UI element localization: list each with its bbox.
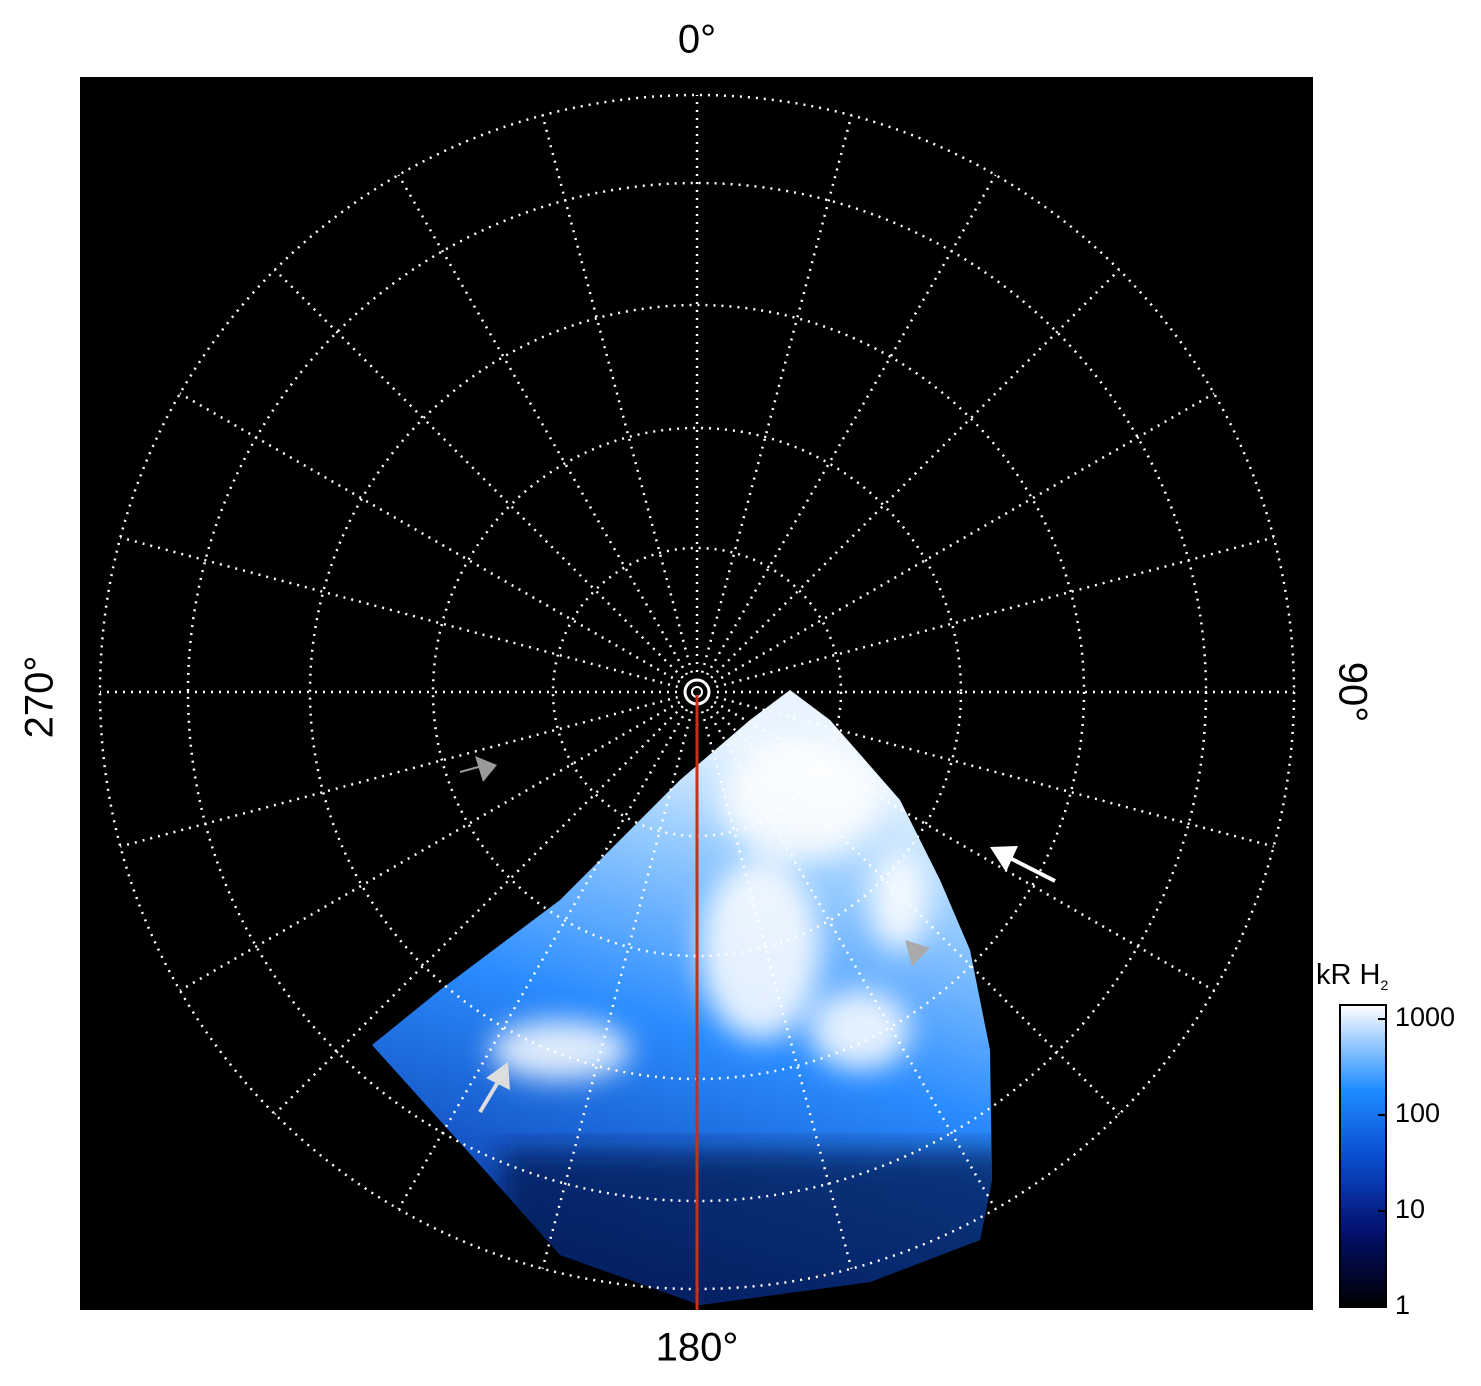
colorbar-tick-label: 1000 xyxy=(1395,1002,1455,1032)
grid-ring xyxy=(551,546,843,838)
arrows xyxy=(459,756,1056,1114)
colorbar-tick-label: 10 xyxy=(1395,1194,1425,1224)
grid-spoke xyxy=(273,268,684,679)
grid-spoke xyxy=(713,700,1215,992)
grid-spoke xyxy=(541,710,694,1269)
grid-spoke xyxy=(397,708,689,1210)
colorbar-ticks: 1 10 100 1000 xyxy=(1378,1002,1455,1320)
grid-spoke xyxy=(700,115,853,674)
angle-label-top: 0° xyxy=(678,18,716,62)
colorbar-tick-label: 1 xyxy=(1395,1290,1410,1320)
grid-ring xyxy=(431,426,963,958)
grid-spoke xyxy=(179,700,681,992)
grid-spoke xyxy=(715,536,1274,689)
grid-spoke xyxy=(710,268,1121,679)
colorbar-tick-label: 100 xyxy=(1395,1098,1440,1128)
grid-spoke xyxy=(397,174,689,676)
grid-ring xyxy=(308,303,1086,1081)
grid-spoke xyxy=(705,174,997,676)
colorbar xyxy=(1339,1004,1387,1308)
polar-grid xyxy=(98,93,1296,1291)
grid-spoke xyxy=(705,708,997,1210)
angle-label-right: 90° xyxy=(1330,662,1374,723)
colorbar-label-sub: 2 xyxy=(1380,977,1388,993)
grid-spoke xyxy=(179,392,681,684)
colorbar-label: kR H2 xyxy=(1316,959,1388,993)
angle-label-left: 270° xyxy=(18,656,62,739)
grid-spoke xyxy=(120,695,679,848)
angle-label-bottom: 180° xyxy=(656,1326,739,1370)
grid-spoke xyxy=(700,710,853,1269)
colorbar-label-text: kR H xyxy=(1316,959,1380,991)
grid-spoke xyxy=(273,705,684,1116)
grid-spoke xyxy=(120,536,679,689)
grid-spoke xyxy=(541,115,694,674)
grid-spoke xyxy=(713,392,1215,684)
grid-spoke xyxy=(715,695,1274,848)
grid-spoke xyxy=(710,705,1121,1116)
